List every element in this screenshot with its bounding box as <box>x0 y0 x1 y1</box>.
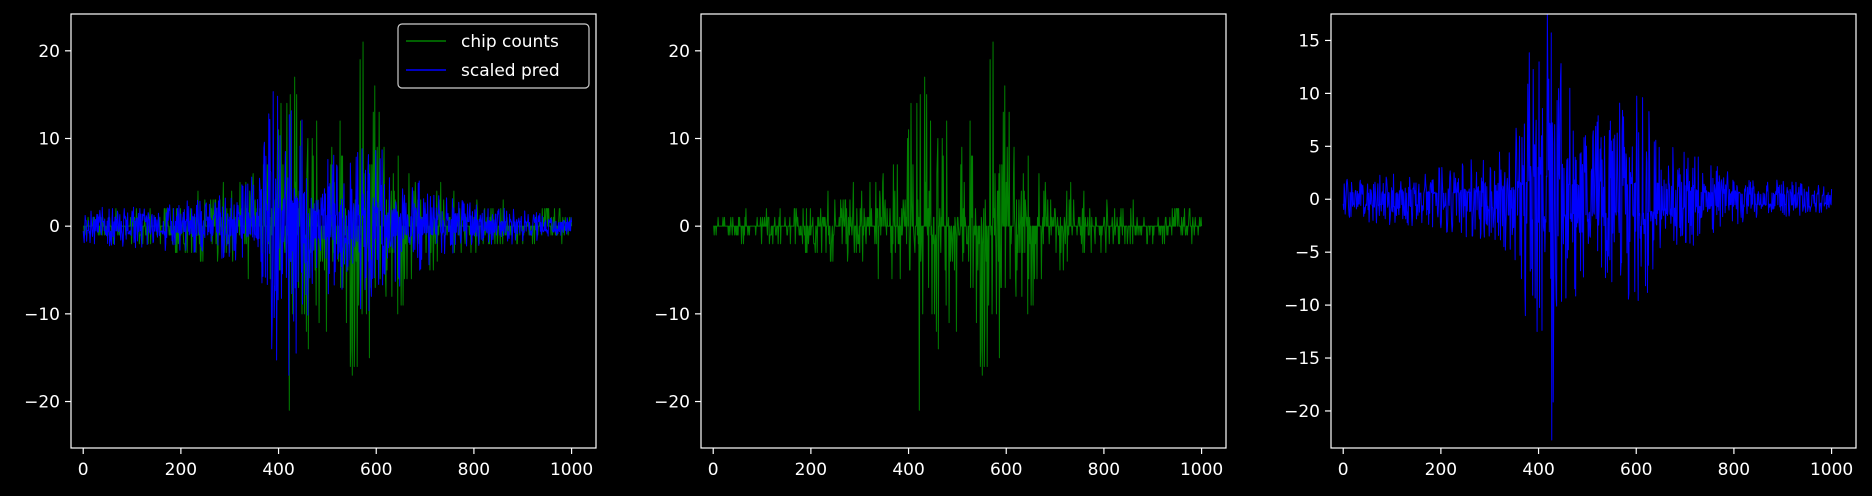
y-tick-label: 10 <box>1298 84 1320 104</box>
y-tick-label: 20 <box>38 42 60 62</box>
x-tick-label: 600 <box>1620 460 1652 480</box>
x-tick-label: 200 <box>165 460 197 480</box>
legend-frame <box>397 23 590 89</box>
y-tick-label: 20 <box>668 42 690 62</box>
x-tick-label: 1000 <box>550 460 593 480</box>
right-panel: 0 200 400 600 800 1000 −20 −15 −10 −5 0 5 10 15 <box>1284 13 1857 480</box>
x-tick-label: 200 <box>795 460 827 480</box>
y-tick-label: −20 <box>1284 402 1320 422</box>
x-tick-label: 600 <box>990 460 1022 480</box>
y-tick-label: 0 <box>1309 190 1320 210</box>
series-line-scaled-pred <box>82 91 573 376</box>
y-tick-label: 5 <box>1309 137 1320 157</box>
legend: chip counts scaled pred <box>397 23 590 89</box>
plot-area <box>1331 14 1856 448</box>
x-tick-label: 400 <box>1522 460 1554 480</box>
series-line-counts <box>713 41 1203 411</box>
x-tick-label: 200 <box>1425 460 1457 480</box>
x-tick-label: 0 <box>1338 460 1349 480</box>
y-tick-label: 0 <box>49 217 60 237</box>
x-tick-label: 1000 <box>1180 460 1223 480</box>
y-tick-label: 0 <box>679 217 690 237</box>
y-tick-label: −10 <box>1284 296 1320 316</box>
x-tick-label: 800 <box>458 460 490 480</box>
x-tick-label: 0 <box>78 460 89 480</box>
x-tick-label: 1000 <box>1810 460 1853 480</box>
y-tick-label: −10 <box>24 305 60 325</box>
x-tick-label: 600 <box>360 460 392 480</box>
axes-frame <box>70 13 597 449</box>
data-layer <box>1342 14 1833 441</box>
middle-panel: 0 200 400 600 800 1000 −20 −10 0 10 20 <box>654 13 1227 480</box>
legend-label-scaled-pred: scaled pred <box>461 61 560 81</box>
y-tick-label: −20 <box>654 393 690 413</box>
x-tick-label: 800 <box>1088 460 1120 480</box>
legend-label-chip-counts: chip counts <box>461 32 559 52</box>
x-tick-label: 400 <box>892 460 924 480</box>
x-tick-label: 800 <box>1718 460 1750 480</box>
axes-frame <box>700 13 1227 449</box>
data-layer <box>713 41 1203 411</box>
x-tick-label: 400 <box>262 460 294 480</box>
y-tick-label: 10 <box>38 130 60 150</box>
y-tick-label: −10 <box>654 305 690 325</box>
y-tick-label: 15 <box>1298 31 1320 51</box>
data-layer <box>82 41 573 411</box>
x-tick-label: 0 <box>708 460 719 480</box>
series-line-pred <box>1342 14 1833 441</box>
y-tick-label: −20 <box>24 393 60 413</box>
y-tick-label: −15 <box>1284 349 1320 369</box>
y-tick-label: 10 <box>668 130 690 150</box>
y-tick-label: −5 <box>1295 243 1320 263</box>
axes-frame <box>1330 13 1857 449</box>
